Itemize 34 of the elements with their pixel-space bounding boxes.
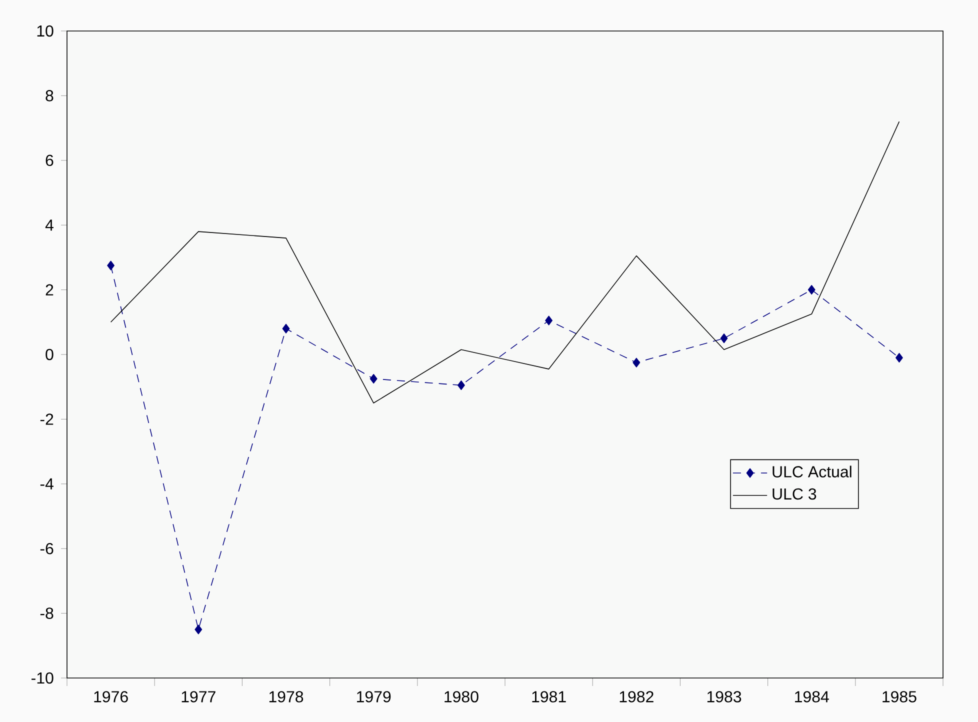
legend-label: ULC Actual xyxy=(772,466,852,478)
y-tick-label: 10 xyxy=(37,25,54,37)
y-tick-label: -10 xyxy=(32,672,54,684)
y-tick-label: 0 xyxy=(46,348,54,360)
y-tick-label: 2 xyxy=(46,284,54,296)
point xyxy=(282,324,290,334)
x-tick-label: 1983 xyxy=(707,691,742,702)
x-tick-label: 1977 xyxy=(182,691,216,702)
x-tick-label: 1979 xyxy=(357,691,391,702)
y-tick-label: -4 xyxy=(40,478,54,490)
point xyxy=(458,380,465,390)
point xyxy=(808,284,816,295)
point xyxy=(107,260,114,270)
x-tick-label: 1985 xyxy=(882,691,916,702)
line-series xyxy=(110,121,900,404)
point xyxy=(632,358,640,368)
x-tick-label: 1978 xyxy=(269,691,304,702)
point xyxy=(545,316,553,326)
y-tick-label: -8 xyxy=(40,608,54,619)
x-tick-label: 1984 xyxy=(795,691,829,702)
x-tick-label: 1976 xyxy=(94,691,128,702)
y-tick-label: -2 xyxy=(40,414,54,425)
y-tick-label: 6 xyxy=(46,154,54,166)
legend-label: ULC 3 xyxy=(772,488,816,500)
y-tick-label: -6 xyxy=(40,542,54,554)
point xyxy=(896,352,903,363)
x-tick-label: 1981 xyxy=(532,691,566,702)
point xyxy=(194,624,202,634)
y-tick-label: 4 xyxy=(45,220,54,231)
point xyxy=(370,374,378,384)
point xyxy=(720,334,728,344)
x-tick-label: 1982 xyxy=(620,691,654,702)
y-tick-label: 8 xyxy=(46,90,54,102)
x-tick-label: 1980 xyxy=(444,691,478,702)
